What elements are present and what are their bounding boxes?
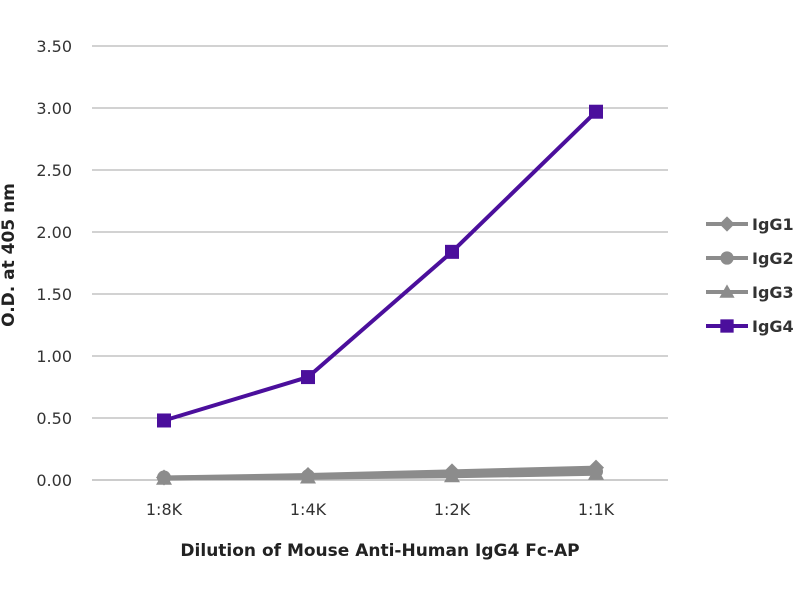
legend: IgG1 IgG2 IgG3 IgG4 bbox=[706, 215, 794, 336]
legend-item: IgG4 bbox=[706, 317, 794, 336]
legend-item: IgG3 bbox=[706, 283, 794, 302]
x-tick-label: 1:2K bbox=[434, 500, 471, 519]
legend-label: IgG3 bbox=[752, 283, 794, 302]
x-tick-label: 1:1K bbox=[578, 500, 615, 519]
y-axis-title: O.D. at 405 nm bbox=[0, 183, 19, 327]
data-point bbox=[157, 413, 171, 428]
legend-marker bbox=[719, 284, 735, 298]
legend-marker bbox=[720, 319, 734, 333]
y-tick-label: 2.50 bbox=[36, 161, 72, 180]
legend-label: IgG1 bbox=[752, 215, 794, 234]
y-tick-label: 3.50 bbox=[36, 37, 72, 56]
legend-marker bbox=[720, 251, 734, 265]
series-group bbox=[156, 104, 604, 486]
gridlines bbox=[92, 45, 668, 419]
data-point bbox=[301, 370, 315, 385]
legend-marker bbox=[719, 216, 735, 232]
y-tick-labels: 0.00 0.50 1.00 1.50 2.00 2.50 3.00 3.50 bbox=[36, 37, 72, 490]
x-tick-labels: 1:8K 1:4K 1:2K 1:1K bbox=[146, 500, 615, 519]
y-tick-label: 0.50 bbox=[36, 409, 72, 428]
y-tick-label: 1.00 bbox=[36, 347, 72, 366]
y-tick-label: 3.00 bbox=[36, 99, 72, 118]
data-point bbox=[156, 470, 172, 485]
x-tick-label: 1:4K bbox=[290, 500, 327, 519]
y-tick-label: 1.50 bbox=[36, 285, 72, 304]
series-igg4 bbox=[157, 104, 603, 428]
data-point bbox=[445, 244, 459, 259]
x-tick-label: 1:8K bbox=[146, 500, 183, 519]
data-point bbox=[444, 468, 460, 483]
data-point bbox=[300, 469, 316, 484]
x-axis-title: Dilution of Mouse Anti-Human IgG4 Fc-AP bbox=[180, 541, 579, 561]
legend-item: IgG2 bbox=[706, 249, 794, 268]
data-point bbox=[588, 465, 604, 480]
legend-label: IgG4 bbox=[752, 317, 794, 336]
y-tick-label: 2.00 bbox=[36, 223, 72, 242]
series-line bbox=[163, 471, 597, 481]
series-line bbox=[163, 110, 598, 423]
y-tick-label: 0.00 bbox=[36, 471, 72, 490]
legend-label: IgG2 bbox=[752, 249, 794, 268]
series-igg3 bbox=[156, 465, 604, 485]
legend-item: IgG1 bbox=[706, 215, 794, 234]
data-point bbox=[589, 104, 603, 119]
